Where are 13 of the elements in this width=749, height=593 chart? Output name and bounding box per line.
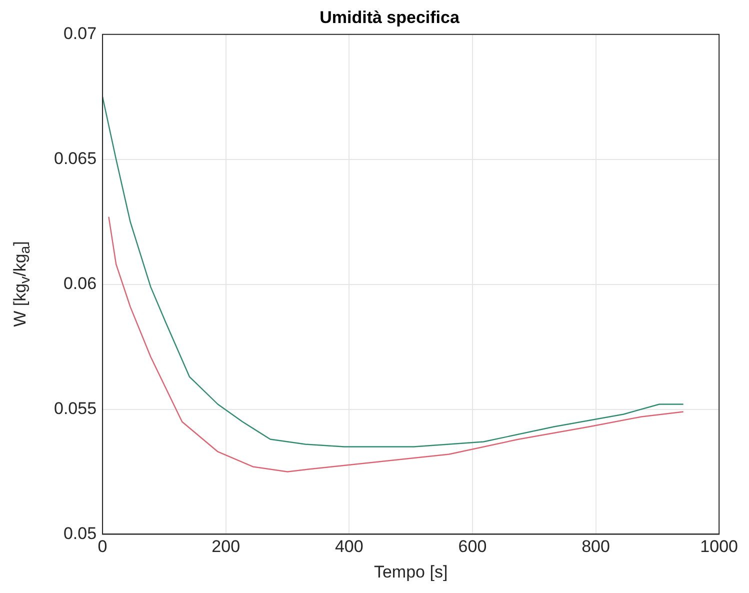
x-tick-label: 800 [582,537,610,556]
x-tick-label: 0 [98,537,108,556]
y-tick-label: 0.07 [63,24,97,44]
y-tick-label: 0.06 [63,274,97,293]
chart-title: Umidità specifica [320,8,460,27]
y-tick-label: 0.05 [63,524,97,543]
y-tick-label: 0.055 [54,398,97,418]
x-tick-label: 200 [212,537,240,556]
x-axis-title: Tempo [s] [374,562,448,582]
x-tick-label: 600 [458,537,487,556]
x-tick-label: 400 [334,537,364,556]
x-tick-label: 1000 [700,537,738,556]
y-tick-label: 0.065 [54,149,97,168]
